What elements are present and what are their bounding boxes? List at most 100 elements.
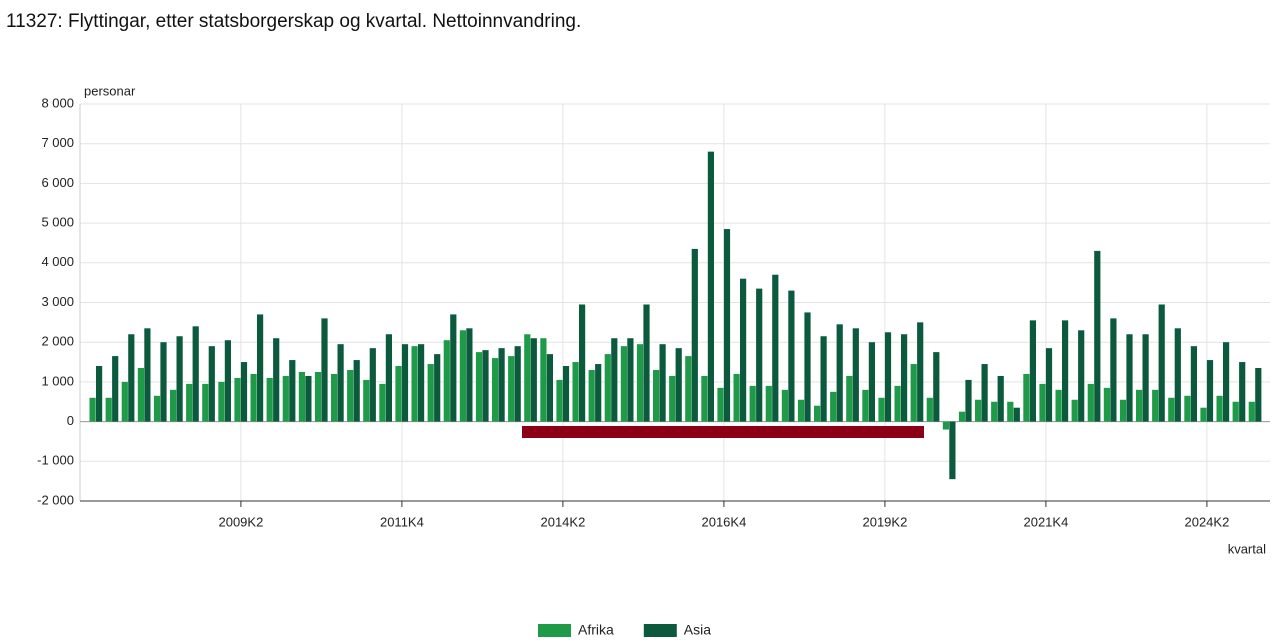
bar xyxy=(266,377,273,422)
bar xyxy=(289,360,296,422)
bar xyxy=(450,314,457,422)
bar xyxy=(965,379,972,422)
bar xyxy=(997,375,1004,422)
bar xyxy=(788,290,795,422)
y-tick-label: 7 000 xyxy=(41,135,74,150)
bar xyxy=(562,366,570,422)
bar xyxy=(240,362,248,422)
bar xyxy=(707,151,714,422)
x-tick-label: 2014K2 xyxy=(540,514,585,529)
bar xyxy=(1087,383,1094,422)
bar xyxy=(884,332,892,422)
bar xyxy=(337,344,344,422)
y-tick-label: 4 000 xyxy=(41,254,74,269)
bar xyxy=(1158,304,1165,422)
y-tick-label: 0 xyxy=(67,413,74,428)
y-axis-label: personar xyxy=(84,83,136,98)
y-tick-label: 6 000 xyxy=(41,175,74,190)
bar xyxy=(96,366,103,422)
bar xyxy=(804,312,811,422)
bar xyxy=(1039,383,1046,422)
bar xyxy=(524,334,531,422)
bar xyxy=(901,334,908,422)
x-tick-label: 2021K4 xyxy=(1023,514,1068,529)
bar xyxy=(508,356,515,422)
bar xyxy=(379,383,386,422)
bar xyxy=(846,375,853,422)
bar xyxy=(321,318,328,422)
bar xyxy=(224,340,231,422)
bar xyxy=(636,344,644,422)
bar xyxy=(772,274,779,422)
bar xyxy=(1110,318,1117,422)
bar xyxy=(1190,346,1197,422)
bar xyxy=(814,405,821,422)
bar xyxy=(105,397,112,422)
bar xyxy=(1223,342,1230,422)
bar xyxy=(112,356,119,422)
bar xyxy=(604,354,611,422)
bar xyxy=(202,383,209,422)
bar xyxy=(1103,387,1110,422)
bar xyxy=(958,411,966,422)
bar xyxy=(701,375,708,422)
bar xyxy=(556,379,563,422)
bar xyxy=(492,358,499,422)
legend-swatch xyxy=(538,624,571,637)
bar xyxy=(862,389,869,422)
x-axis-label: kvartal xyxy=(1228,541,1266,556)
bar xyxy=(434,354,441,422)
bar xyxy=(170,389,177,422)
bar xyxy=(331,373,338,422)
bar xyxy=(981,364,988,422)
bar xyxy=(820,336,827,422)
bar xyxy=(643,304,650,422)
bar xyxy=(975,399,982,422)
bar xyxy=(475,352,483,422)
bar xyxy=(273,338,280,422)
bar xyxy=(1136,389,1143,422)
bar xyxy=(852,328,859,422)
bar xyxy=(749,385,756,422)
bar xyxy=(572,362,579,422)
bar xyxy=(305,375,312,422)
y-tick-label: -1 000 xyxy=(37,453,74,468)
bar xyxy=(1174,328,1181,422)
legend-label: Asia xyxy=(684,622,711,638)
bar xyxy=(595,364,602,422)
bar xyxy=(234,377,241,422)
bar xyxy=(144,328,151,422)
bar xyxy=(353,360,360,422)
bar xyxy=(765,385,772,422)
bar xyxy=(128,334,135,422)
bar xyxy=(659,344,666,422)
highlight-band xyxy=(522,426,924,438)
bar xyxy=(1184,395,1191,422)
bar xyxy=(1248,401,1255,422)
bar xyxy=(991,401,998,422)
bar xyxy=(498,348,505,422)
bar xyxy=(1013,407,1020,422)
bar xyxy=(868,342,875,422)
bar xyxy=(121,381,128,422)
bar xyxy=(579,304,586,422)
bar xyxy=(208,346,215,422)
bar xyxy=(717,387,724,422)
legend-label: Afrika xyxy=(578,622,614,638)
bar xyxy=(894,385,901,422)
bar xyxy=(282,375,289,422)
bar xyxy=(1055,389,1062,422)
bar xyxy=(611,338,618,422)
bar xyxy=(781,389,788,422)
bar xyxy=(250,373,257,422)
bar xyxy=(797,399,805,422)
bar xyxy=(917,322,924,422)
bar xyxy=(546,354,553,422)
bar xyxy=(627,338,634,422)
bar xyxy=(1239,362,1246,422)
bar xyxy=(347,369,354,422)
bar xyxy=(411,346,418,422)
bar xyxy=(1152,389,1159,422)
bar xyxy=(160,342,167,422)
bar xyxy=(257,314,264,422)
